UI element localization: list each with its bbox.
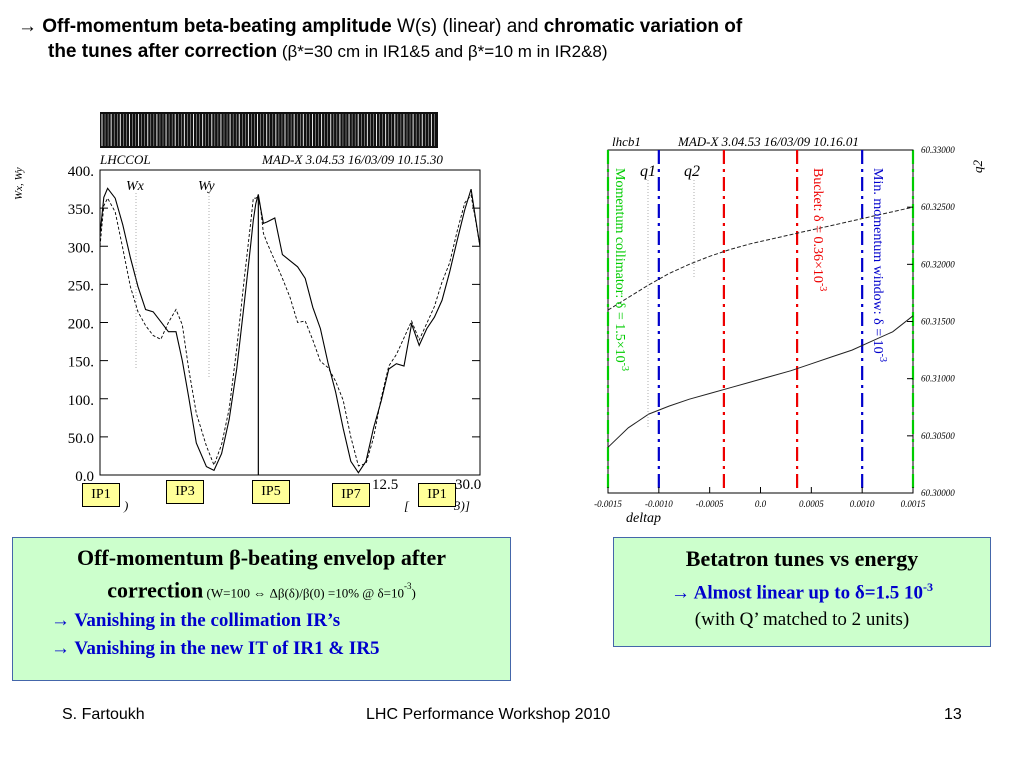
- left-box-bullet-1: → Vanishing in the collimation IR’s: [51, 610, 341, 632]
- left-ytick-label: 0.0: [75, 469, 94, 485]
- right-box-line1-text: → Almost linear up to δ=1.5 10: [670, 582, 924, 604]
- left-box-line2: correction (W=100 ⇔ Δβ(δ)/β(0) =10% @ δ=…: [21, 572, 502, 607]
- q1-label: q1: [640, 163, 656, 180]
- right-y2tick-label: 60.30500: [921, 431, 955, 441]
- title-arrow: →: [18, 16, 37, 37]
- ip-label-ip3: IP3: [166, 480, 204, 504]
- series-q1-line: [607, 315, 914, 448]
- left-plot-header-left: LHCCOL: [99, 152, 151, 167]
- left-xtick-label-2: 30.0: [455, 477, 481, 493]
- right-y2tick-label: 60.32500: [921, 202, 955, 212]
- left-ytick-label: 100.: [68, 393, 94, 409]
- title-mid: W(s) (linear) and: [391, 16, 544, 37]
- right-xtick-label: 0.0005: [799, 499, 824, 509]
- right-box-heading: Betatron tunes vs energy: [685, 546, 919, 571]
- right-y2tick-label: 60.30000: [921, 488, 955, 498]
- right-y2tick-label: 60.32000: [921, 259, 955, 269]
- left-box-note-exp: -3: [403, 581, 412, 591]
- left-ytick-label: 200.: [68, 317, 94, 333]
- right-xtick-label: -0.0005: [696, 499, 724, 509]
- left-xlabel-fragment-left: ): [123, 498, 128, 513]
- ip-label-ip1-right: IP1: [418, 483, 456, 507]
- left-plot-frame: [99, 169, 481, 476]
- series-q2-line: [607, 206, 914, 311]
- right-y2tick-label: 60.31500: [921, 317, 955, 327]
- red-bucket-label: Bucket: δ = 0.36×10-3: [810, 168, 828, 291]
- footer-event: LHC Performance Workshop 2010: [366, 706, 611, 723]
- footer-page-number: 13: [944, 706, 962, 723]
- left-ytick-label: 250.: [68, 278, 94, 294]
- series-wx-line: [99, 187, 481, 474]
- beta-beating-summary-box: Off-momentum β-beating envelop after cor…: [12, 537, 511, 681]
- ip-label-ip7: IP7: [332, 483, 370, 507]
- ip-label-ip1-left: IP1: [82, 483, 120, 507]
- left-ytick-label: 400.: [68, 164, 94, 180]
- left-xtick-label-1: 12.5: [372, 477, 398, 493]
- left-box-bullet-2: → Vanishing in the new IT of IR1 & IR5: [51, 638, 380, 660]
- right-xtick-label: 0.0010: [850, 499, 875, 509]
- left-ytick-label: 350.: [68, 202, 94, 218]
- right-box-line1-exp: -3: [923, 580, 934, 594]
- left-xlabel-fragment: [: [404, 498, 410, 513]
- tune-summary-box: Betatron tunes vs energy → Almost linear…: [613, 537, 991, 647]
- left-box-note-end: ): [411, 585, 416, 601]
- tune-vs-energy-plot: lhcb1 MAD-X 3.04.53 16/03/09 10.16.01 -0…: [594, 134, 985, 526]
- left-ytick-label: 150.: [68, 355, 94, 371]
- left-box-note: (W=100 ⇔ Δβ(δ)/β(0) =10% @ δ=10: [203, 585, 404, 601]
- right-xtick-label: -0.0015: [594, 499, 622, 509]
- legend-wx: Wx: [126, 179, 145, 194]
- left-plot-ylabel: Wx, Wy: [13, 167, 25, 200]
- left-plot-header-right: MAD-X 3.04.53 16/03/09 10.15.30: [261, 152, 443, 167]
- right-y2tick-label: 60.31000: [921, 374, 955, 384]
- right-box-line1: → Almost linear up to δ=1.5 10-3: [622, 574, 982, 606]
- left-box-correction: correction: [107, 577, 204, 603]
- slide-title: → Off-momentum beta-beating amplitude W(…: [18, 14, 1008, 64]
- title-paren: (β*=30 cm in IR1&5 and β*=10 m in IR2&8): [277, 42, 608, 61]
- ip-label-ip5: IP5: [252, 480, 290, 504]
- footer-author: S. Fartoukh: [62, 706, 145, 723]
- left-ytick-label: 300.: [68, 240, 94, 256]
- left-xlabel-fragment-2: 3)]: [453, 498, 470, 513]
- blue-window-label: Min. momentum window: δ = 10-3: [870, 168, 888, 362]
- right-xlabel: deltap: [626, 511, 661, 526]
- q2-label: q2: [684, 163, 700, 180]
- right-plot-frame: [607, 149, 914, 494]
- green-collimator-label: Momentum collimator: δ = 1.5×10-3: [612, 168, 630, 371]
- left-plot-header-bar: [100, 112, 438, 148]
- title-bold-1: Off-momentum beta-beating amplitude: [42, 16, 392, 37]
- beta-beating-plot: LHCCOL MAD-X 3.04.53 16/03/09 10.15.30 W…: [13, 112, 481, 513]
- right-y2tick-label: 60.33000: [921, 145, 955, 155]
- title-bold-2: chromatic variation of: [543, 16, 743, 37]
- series-wy-line: [99, 194, 481, 467]
- legend-wy: Wy: [198, 179, 215, 194]
- right-xtick-label: -0.0010: [645, 499, 673, 509]
- left-ytick-label: 50.0: [68, 431, 94, 447]
- right-plot-header-left: lhcb1: [612, 134, 641, 149]
- right-box-line2: (with Q’ matched to 2 units): [694, 609, 910, 631]
- right-xtick-label: 0.0: [755, 499, 767, 509]
- right-y2label: q2: [970, 160, 985, 174]
- title-bold-3: the tunes after correction: [48, 41, 278, 62]
- right-xtick-label: 0.0015: [901, 499, 926, 509]
- right-plot-header-right: MAD-X 3.04.53 16/03/09 10.16.01: [677, 134, 859, 149]
- left-box-line1: Off-momentum β-beating envelop after: [76, 545, 446, 570]
